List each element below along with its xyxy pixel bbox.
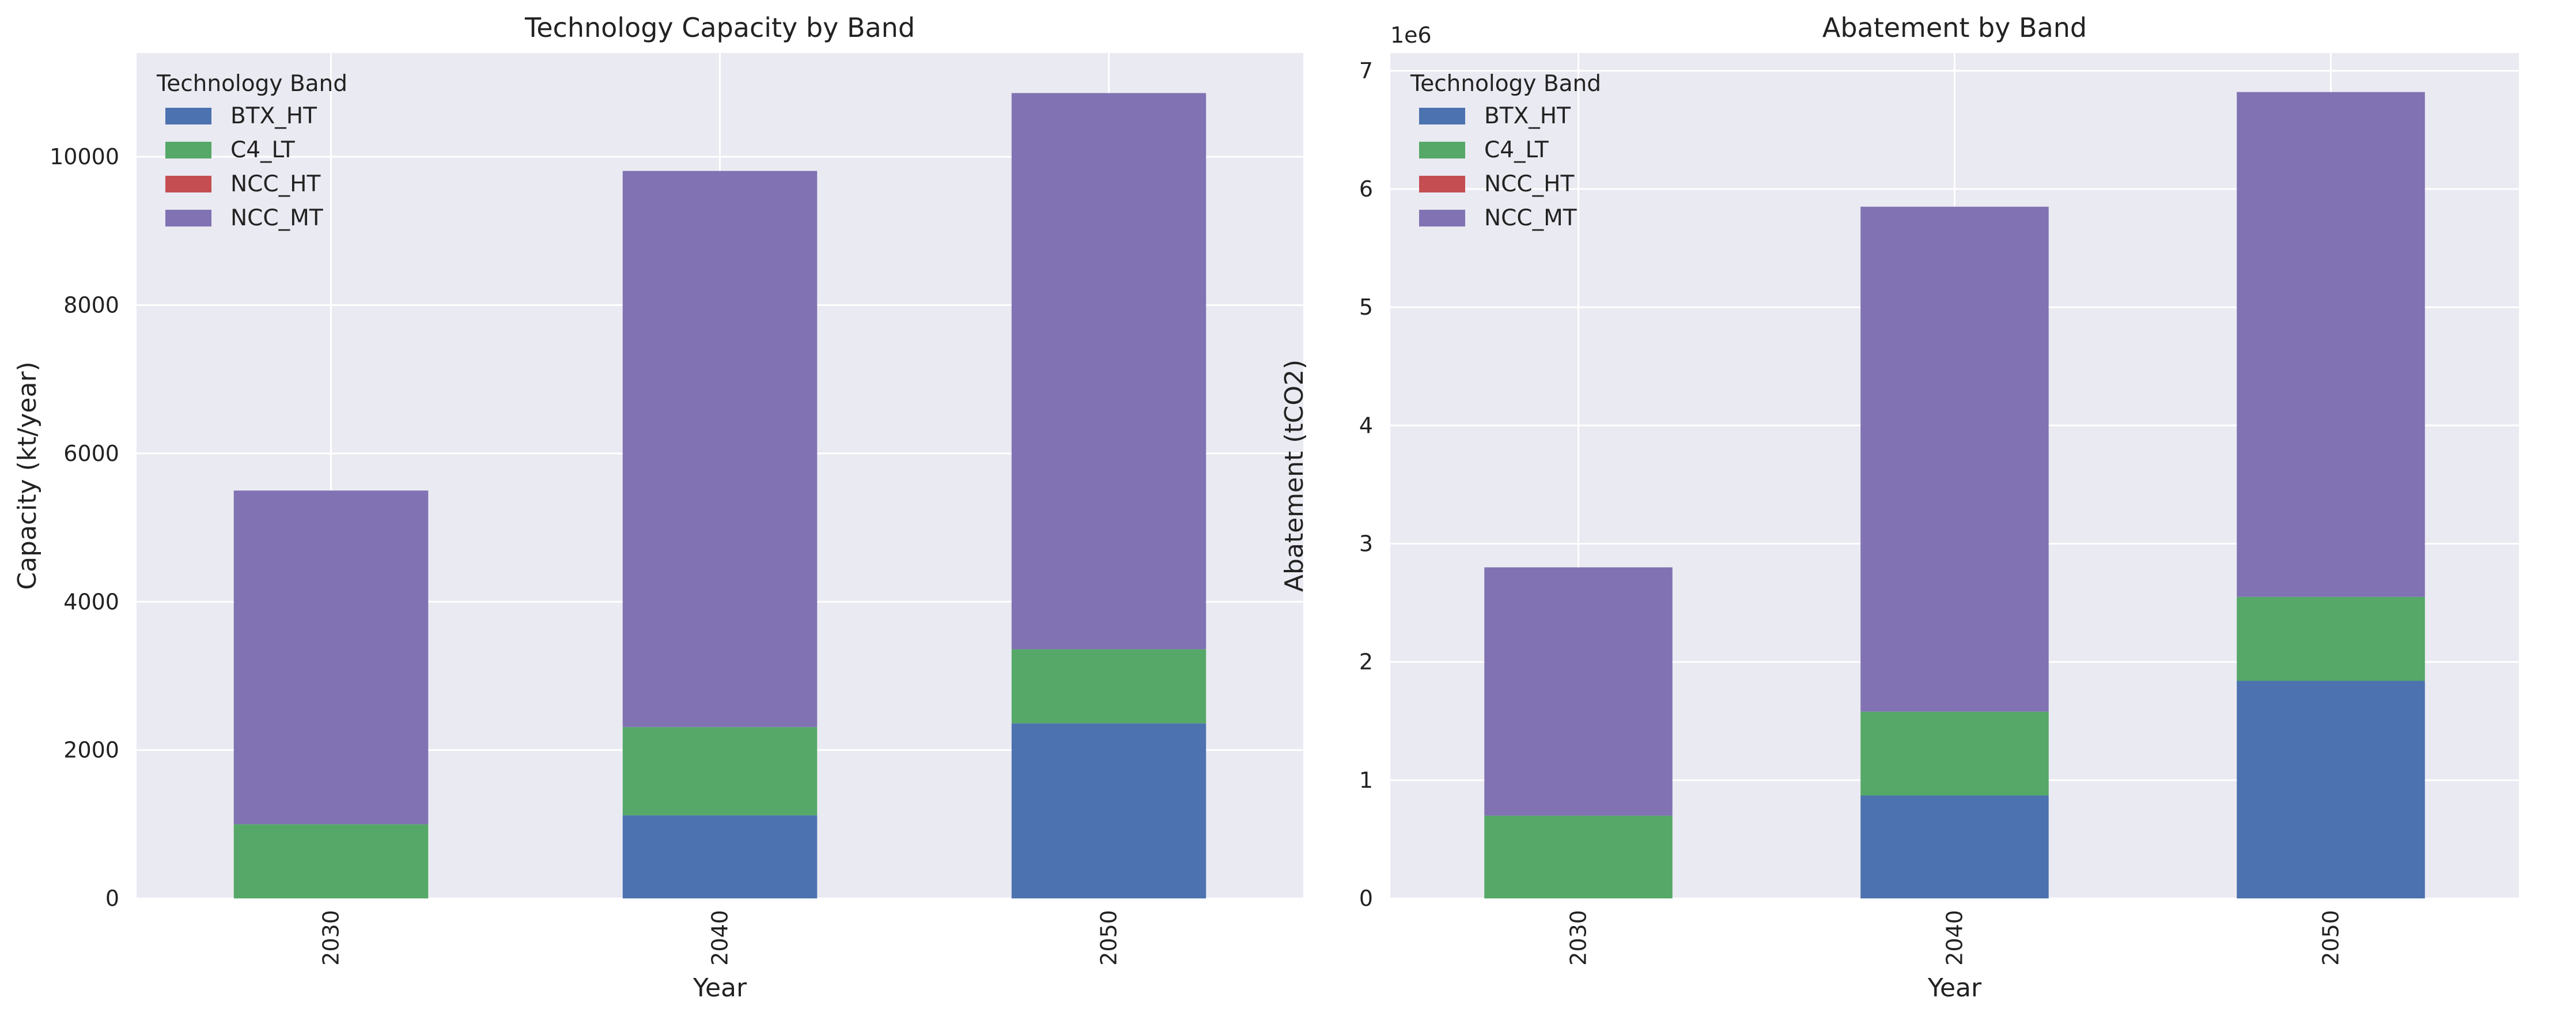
bar-ncc-mt-2040 (1860, 206, 2049, 712)
x-axis-label: Year (1927, 973, 1982, 1003)
y-tick-label: 7 (1359, 58, 1373, 84)
legend-swatch-btx-ht (1419, 108, 1465, 124)
legend: Technology Band BTX_HT C4_LT NCC_HT NCC_MT (156, 71, 347, 231)
y-tick-label: 8000 (63, 293, 119, 318)
chart-title: Abatement by Band (1822, 12, 2087, 43)
y-tick-label: 10000 (50, 144, 119, 169)
chart-panel-1: 0 2000 4000 6000 8000 10000 2030 2040 2050 Techno… (13, 12, 1303, 1003)
y-tick-label: 6000 (63, 441, 119, 466)
y-tick-label: 1 (1359, 768, 1373, 793)
y-tick-label: 0 (105, 886, 119, 911)
y-axis-label: Abatement (tCO2) (1280, 360, 1309, 592)
bar-c4-lt-2050 (2237, 596, 2425, 681)
legend-swatch-c4-lt (165, 142, 211, 158)
y-tick-label: 3 (1359, 531, 1373, 556)
y-tick-label: 2 (1359, 649, 1373, 675)
bar-btx-ht-2040 (622, 815, 818, 898)
bar-c4-lt-2030 (1484, 815, 1673, 898)
bar-ncc-mt-2030 (1484, 567, 1673, 816)
x-tick-label: 2050 (1096, 910, 1122, 966)
legend-title: Technology Band (1410, 71, 1601, 97)
legend-label: NCC_HT (1484, 171, 1574, 197)
y-tick-label: 4 (1359, 413, 1373, 438)
x-tick-label: 2030 (319, 910, 344, 966)
bar-btx-ht-2040 (1860, 795, 2049, 898)
legend-label: NCC_HT (230, 171, 320, 197)
bar-c4-lt-2040 (622, 727, 818, 815)
legend-label: BTX_HT (230, 103, 317, 129)
bar-ncc-mt-2030 (233, 490, 429, 825)
y-offset-label: 1e6 (1390, 22, 1432, 48)
bar-ncc-mt-2050 (1011, 93, 1206, 649)
chart-panel-2: 0 1 2 3 4 5 6 7 2030 2040 2050 1e6 Abatement by Band… (1280, 12, 2519, 1003)
y-tick-label: 6 (1359, 176, 1373, 202)
bar-ncc-mt-2040 (622, 171, 818, 727)
legend-label: C4_LT (1484, 137, 1549, 163)
chart-title: Technology Capacity by Band (524, 12, 915, 43)
bar-c4-lt-2040 (1860, 711, 2049, 796)
legend-label: BTX_HT (1484, 103, 1571, 129)
x-tick-label: 2040 (1942, 910, 1968, 966)
bar-btx-ht-2050 (1011, 723, 1206, 898)
y-tick-label: 5 (1359, 294, 1373, 320)
legend-swatch-ncc-mt (165, 210, 211, 226)
y-axis-label: Capacity (kt/year) (13, 361, 42, 590)
x-axis-label: Year (693, 973, 747, 1003)
legend: Technology Band BTX_HT C4_LT NCC_HT NCC_MT (1410, 71, 1601, 231)
bar-btx-ht-2050 (2237, 681, 2425, 898)
legend-label: NCC_MT (230, 205, 323, 231)
legend-title: Technology Band (156, 71, 347, 97)
legend-swatch-ncc-mt (1419, 210, 1465, 226)
y-tick-label: 4000 (63, 589, 119, 614)
bar-c4-lt-2030 (233, 824, 429, 898)
legend-label: NCC_MT (1484, 205, 1577, 231)
y-tick-label: 0 (1359, 886, 1373, 911)
legend-label: C4_LT (230, 137, 295, 163)
x-tick-label: 2050 (2318, 910, 2344, 966)
legend-swatch-ncc-ht (1419, 176, 1465, 192)
y-tick-label: 2000 (63, 738, 119, 763)
legend-swatch-btx-ht (165, 108, 211, 124)
bar-ncc-mt-2050 (2237, 92, 2425, 597)
legend-swatch-c4-lt (1419, 142, 1465, 158)
legend-swatch-ncc-ht (165, 176, 211, 192)
x-tick-label: 2040 (708, 910, 733, 966)
bar-c4-lt-2050 (1011, 649, 1206, 724)
x-tick-label: 2030 (1566, 910, 1591, 966)
